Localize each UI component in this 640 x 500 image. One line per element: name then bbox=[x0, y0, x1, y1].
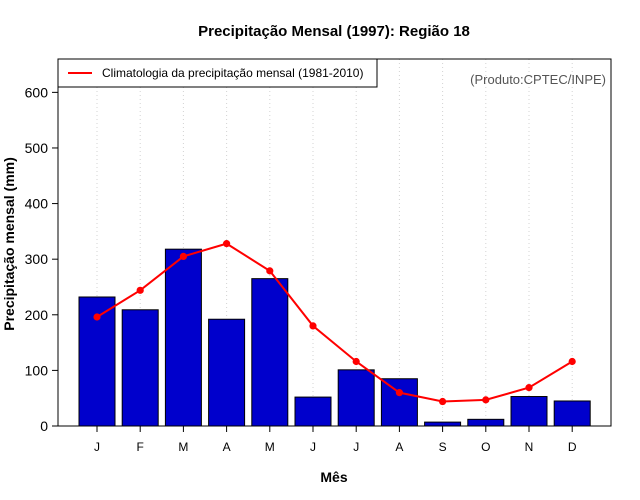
climatology-point-2 bbox=[136, 286, 144, 294]
y-tick-label-200: 200 bbox=[25, 307, 49, 323]
x-tick-label-1: J bbox=[94, 440, 100, 454]
climatology-point-1 bbox=[93, 313, 101, 321]
climatology-point-3 bbox=[179, 252, 187, 261]
bar-2 bbox=[121, 309, 159, 427]
credit-annotation: (Produto:CPTEC/INPE) bbox=[470, 72, 606, 87]
bar-9 bbox=[424, 421, 462, 427]
climatology-line bbox=[96, 242, 573, 403]
y-tick-label-0: 0 bbox=[40, 418, 48, 434]
climatology-point-6 bbox=[309, 322, 317, 330]
bar-3 bbox=[164, 248, 202, 427]
y-axis-title: Precipitação mensal (mm) bbox=[1, 157, 17, 331]
bar-12 bbox=[553, 400, 591, 427]
x-tick-label-4: A bbox=[223, 440, 231, 454]
y-tick-label-300: 300 bbox=[25, 251, 49, 267]
x-tick-label-3: M bbox=[178, 440, 188, 454]
bar-5 bbox=[251, 278, 289, 427]
bar-7 bbox=[337, 369, 375, 427]
bar-series bbox=[78, 248, 591, 427]
x-tick-label-7: J bbox=[353, 440, 359, 454]
bar-11 bbox=[510, 396, 548, 427]
climatology-point-9 bbox=[439, 397, 447, 406]
x-tick-label-9: S bbox=[439, 440, 447, 454]
climatology-point-8 bbox=[395, 389, 403, 397]
bar-4 bbox=[208, 318, 246, 427]
bar-6 bbox=[294, 396, 332, 427]
x-tick-label-11: N bbox=[525, 440, 534, 454]
y-axis: 0 100 200 300 400 500 600 bbox=[25, 84, 58, 434]
x-tick-label-12: D bbox=[568, 440, 577, 454]
climatology-point-12 bbox=[568, 357, 576, 366]
bar-10 bbox=[467, 418, 505, 427]
y-tick-label-400: 400 bbox=[25, 196, 49, 212]
y-tick-label-100: 100 bbox=[25, 362, 49, 378]
climatology-point-11 bbox=[525, 384, 533, 392]
x-tick-label-10: O bbox=[481, 440, 490, 454]
bar-8 bbox=[380, 378, 418, 427]
x-tick-label-6: J bbox=[310, 440, 316, 454]
climatology-point-5 bbox=[266, 267, 274, 275]
climatology-point-4 bbox=[223, 240, 231, 248]
climatology-point-7 bbox=[352, 357, 360, 366]
y-tick-label-500: 500 bbox=[25, 140, 49, 156]
x-tick-label-2: F bbox=[137, 440, 144, 454]
chart-title: Precipitação Mensal (1997): Região 18 bbox=[198, 23, 470, 40]
legend-entry-label: Climatologia da precipitação mensal (198… bbox=[102, 66, 363, 80]
legend-box bbox=[57, 58, 378, 88]
x-tick-label-5: M bbox=[265, 440, 275, 454]
y-tick-label-600: 600 bbox=[25, 84, 49, 100]
climatology-point-10 bbox=[482, 396, 490, 404]
x-axis-title: Mês bbox=[320, 469, 347, 485]
x-tick-label-8: A bbox=[395, 440, 403, 454]
legend: Climatologia da precipitação mensal (198… bbox=[57, 58, 378, 88]
climatology-line-series bbox=[93, 240, 576, 406]
